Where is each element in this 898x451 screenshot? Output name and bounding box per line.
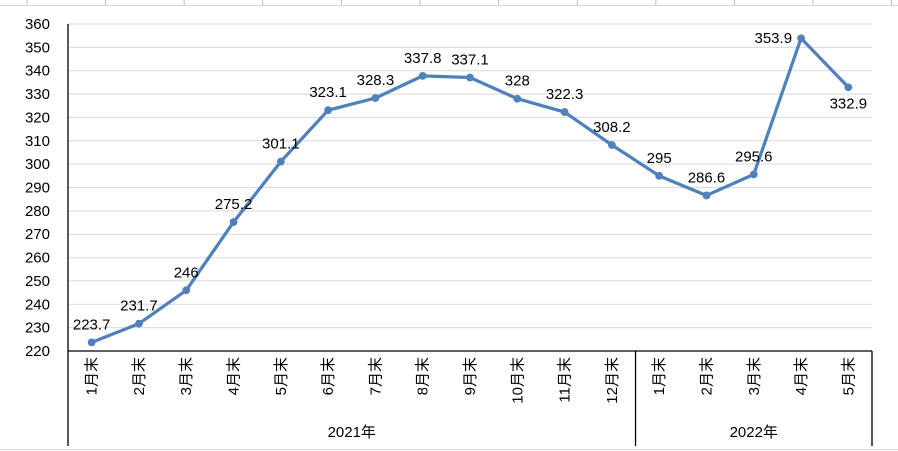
data-point-marker: [87, 338, 96, 347]
category-label: 2月末: [131, 357, 148, 395]
data-point-marker: [418, 71, 427, 80]
data-point-label: 308.2: [593, 119, 631, 136]
data-point-label: 337.1: [451, 51, 489, 68]
data-point-marker: [844, 83, 853, 92]
data-point-label: 246: [174, 264, 199, 281]
category-label: 4月末: [226, 357, 243, 395]
data-point-label: 337.8: [404, 50, 442, 67]
category-label: 2月末: [698, 357, 715, 395]
data-point-label: 295.6: [735, 148, 773, 165]
data-point-marker: [655, 171, 664, 180]
y-axis-tick-label: 320: [25, 109, 50, 126]
y-axis-tick-label: 330: [25, 86, 50, 103]
y-axis-tick-label: 310: [25, 133, 50, 150]
data-point-marker: [702, 191, 711, 200]
data-point-marker: [135, 319, 143, 328]
category-label: 6月末: [320, 357, 337, 395]
data-point-label: 353.9: [755, 30, 793, 47]
y-axis-tick-label: 280: [25, 203, 50, 220]
x-axis: 1月末 2月末 3月末 4月末 5月末 6月末 7月末 8月末 9月末 10月末 11月末 12月末 1…: [67, 350, 873, 446]
data-point-label: 295: [647, 150, 672, 167]
y-axis-tick-label: 340: [25, 63, 50, 80]
data-point-marker: [229, 218, 238, 226]
category-label: 8月末: [415, 357, 432, 395]
category-label: 1月末: [84, 357, 101, 395]
category-label: 4月末: [793, 357, 810, 395]
y-axis-tick-label: 300: [25, 156, 50, 173]
data-point-label: 286.6: [688, 169, 726, 186]
data-point-marker: [797, 34, 805, 43]
y-axis-tick-label: 250: [25, 273, 50, 290]
data-point-marker: [276, 157, 285, 166]
y-axis-tick-label: 220: [25, 343, 50, 360]
data-point-marker: [513, 94, 522, 103]
data-point-marker: [749, 170, 758, 179]
data-point-label: 231.7: [120, 298, 158, 315]
y-axis-tick-label: 260: [25, 250, 50, 267]
data-point-marker: [182, 286, 191, 295]
category-label: 12月末: [604, 357, 621, 404]
series-line: [90, 36, 850, 344]
data-point-marker: [607, 141, 616, 149]
data-point-label: 223.7: [73, 316, 111, 333]
category-label: 9月末: [462, 357, 479, 395]
data-point-marker: [324, 106, 333, 115]
data-point-label: 328.3: [357, 72, 395, 89]
plot-gridlines: [68, 23, 872, 329]
category-label: 10月末: [509, 357, 526, 404]
category-label: 5月末: [840, 357, 857, 395]
data-point-label: 322.3: [546, 86, 584, 103]
data-point-label: 332.9: [830, 95, 868, 112]
y-axis-tick-label: 350: [25, 39, 50, 56]
y-axis-tick-label: 270: [25, 226, 50, 243]
data-point-marker: [466, 73, 474, 82]
category-label: 3月末: [746, 357, 763, 395]
y-axis: 360 350 340 330 320 310 300 290 280 270 260 250 240 2…: [25, 16, 69, 360]
y-axis-tick-label: 240: [25, 296, 50, 313]
category-label: 11月末: [557, 357, 574, 403]
data-point-label: 328: [505, 73, 530, 90]
category-label: 1月末: [651, 357, 668, 395]
data-point-label: 323.1: [309, 84, 347, 101]
category-label: 7月末: [367, 357, 384, 395]
data-labels: 223.7 231.7 246 275.2 301.1 323.1 328.3 337.8 33…: [73, 30, 867, 333]
y-axis-tick-label: 230: [25, 320, 50, 337]
y-axis-tick-label: 290: [25, 180, 50, 197]
year-group-label: 2022年: [730, 424, 778, 441]
category-label: 3月末: [178, 357, 195, 395]
data-point-marker: [560, 108, 569, 116]
data-point-marker: [371, 94, 380, 102]
data-point-label: 301.1: [262, 136, 300, 153]
year-group-label: 2021年: [328, 424, 376, 441]
y-axis-tick-label: 360: [25, 16, 50, 33]
series-line-group: [87, 34, 853, 347]
category-label: 5月末: [273, 357, 290, 395]
data-point-label: 275.2: [215, 196, 253, 213]
